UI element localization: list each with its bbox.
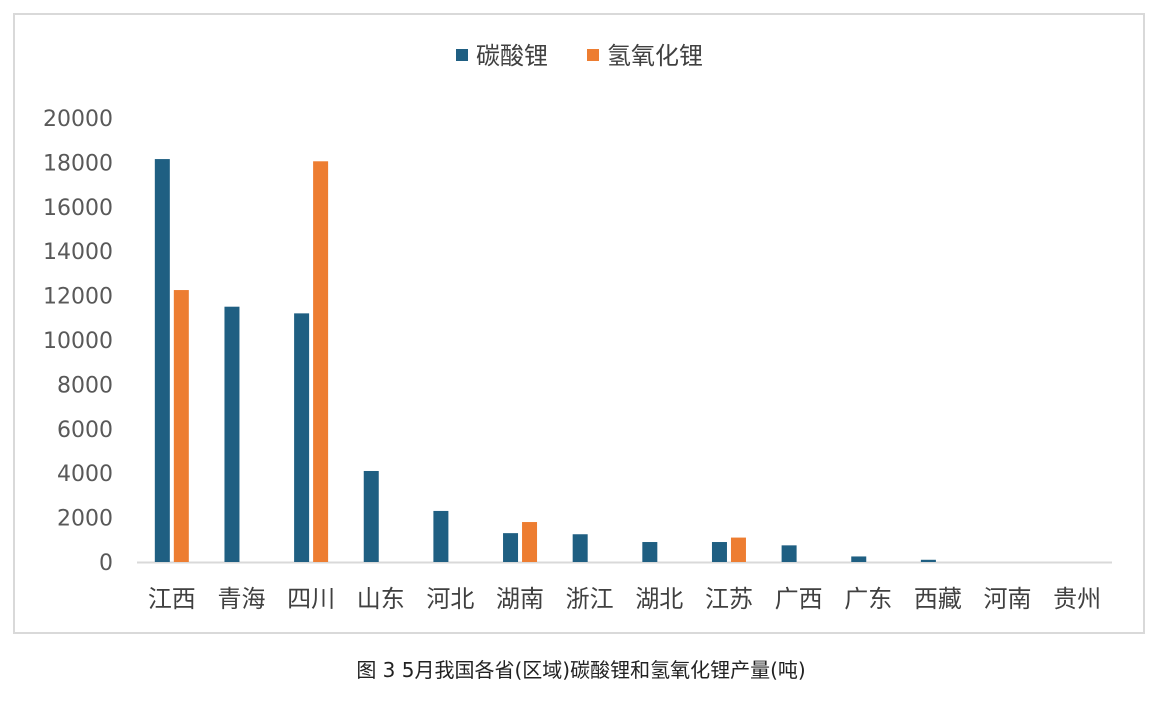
bar-lithium-carbonate [503,533,519,562]
legend-swatch-1 [456,49,468,61]
x-tick-label: 山东 [357,585,405,613]
bar-lithium-carbonate [363,470,379,562]
bar-lithium-carbonate [642,542,658,562]
bar-lithium-carbonate [294,313,310,562]
chart-area: 碳酸锂 氢氧化锂 0 2000 4000 6000 8000 10000 12000 14000 1… [13,13,1145,634]
y-tick-label: 6000 [57,418,113,443]
y-tick-label: 20000 [43,107,113,132]
bar-lithium-hydroxide [522,522,538,562]
y-tick-label: 12000 [43,285,113,310]
legend-swatch-2 [587,49,599,61]
y-tick-label: 4000 [57,462,113,487]
bar-chart: 碳酸锂 氢氧化锂 0 2000 4000 6000 8000 10000 12000 14000 1… [43,42,1112,613]
x-tick-label: 广东 [844,585,892,613]
bar-lithium-hydroxide [173,290,189,562]
bar-lithium-hydroxide [313,161,329,563]
x-tick-label: 河北 [426,585,474,613]
x-tick-label: 广西 [775,585,823,613]
x-tick-label: 浙江 [566,585,614,613]
y-tick-label: 2000 [57,507,113,532]
y-tick-label: 16000 [43,196,113,221]
bar-lithium-carbonate [224,306,240,562]
bar-lithium-carbonate [572,534,588,562]
x-tick-label: 西藏 [914,585,962,613]
x-tick-label: 四川 [287,585,335,613]
bar-lithium-carbonate [433,510,449,562]
x-tick-label: 江苏 [705,585,753,613]
x-tick-label: 湖南 [496,585,544,613]
bar-lithium-carbonate [920,559,936,562]
bar-lithium-carbonate [851,556,867,562]
x-tick-label: 江西 [148,585,196,613]
x-tick-label: 贵州 [1053,585,1101,613]
x-tick-label: 河南 [984,585,1032,613]
bar-lithium-carbonate [154,159,170,562]
y-tick-label: 8000 [57,373,113,398]
legend: 碳酸锂 氢氧化锂 [456,42,703,70]
y-tick-label: 0 [99,551,113,576]
y-tick-label: 10000 [43,329,113,354]
x-tick-label: 青海 [217,585,265,613]
x-tick-label: 湖北 [635,585,683,613]
bar-lithium-carbonate [781,545,797,562]
y-tick-label: 14000 [43,240,113,265]
y-tick-label: 18000 [43,151,113,176]
figure-caption: 图 3 5月我国各省(区域)碳酸锂和氢氧化锂产量(吨) [356,658,806,682]
legend-label-2: 氢氧化锂 [607,42,703,70]
bar-lithium-hydroxide [730,537,746,562]
legend-label-1: 碳酸锂 [476,42,548,70]
bar-lithium-carbonate [711,542,727,562]
